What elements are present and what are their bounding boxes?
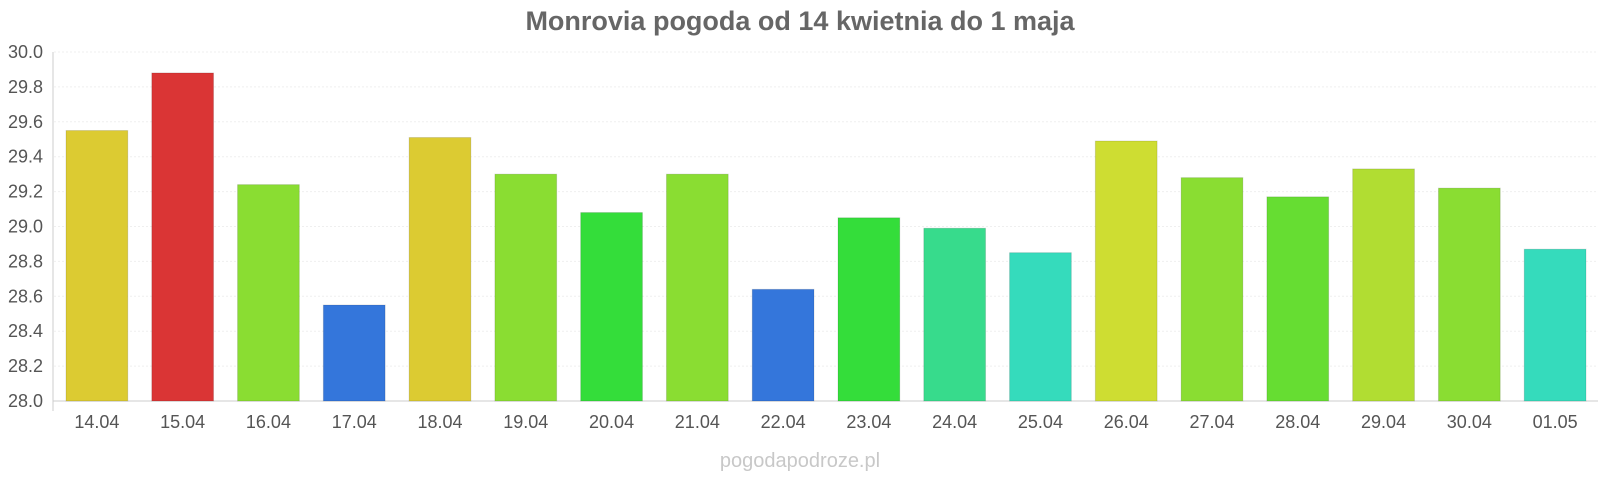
y-tick-label: 29.0 [8,217,43,237]
bar [237,184,300,402]
y-tick-label: 29.4 [8,147,43,167]
bar [580,212,643,402]
bar [1523,248,1587,402]
x-tick-labels: 14.04 15.04 16.04 17.04 18.04 19.04 20.04 21.04… [74,412,1577,432]
bar [1094,140,1158,402]
bar [751,288,815,402]
x-tick-label: 22.04 [761,412,806,432]
x-tick-label: 14.04 [74,412,119,432]
y-tick-label: 28.8 [8,251,43,271]
x-tick-label: 19.04 [503,412,548,432]
bar [408,137,472,402]
x-tick-label: 27.04 [1189,412,1234,432]
x-tick-label: 17.04 [332,412,377,432]
x-tick-label: 20.04 [589,412,634,432]
bar [494,173,558,402]
axes [52,52,1598,411]
x-tick-label: 29.04 [1361,412,1406,432]
y-tick-label: 28.6 [8,286,43,306]
bar [1266,196,1330,402]
bar [151,72,215,402]
y-tick-labels: 28.0 28.2 28.4 28.6 28.8 29.0 29.2 29.4 29.6 29.8… [8,42,43,411]
bar [322,304,386,402]
x-tick-label: 26.04 [1104,412,1149,432]
bar [837,217,901,402]
y-tick-label: 29.6 [8,112,43,132]
y-tick-label: 28.2 [8,356,43,376]
chart-title: Monrovia pogoda od 14 kwietnia do 1 maja [525,6,1075,36]
x-tick-label: 15.04 [160,412,205,432]
y-tick-label: 28.0 [8,391,43,411]
x-tick-label: 18.04 [417,412,462,432]
x-tick-label: 30.04 [1447,412,1492,432]
bar [923,227,987,402]
x-tick-label: 01.05 [1533,412,1578,432]
bar [665,173,729,402]
x-tick-label: 24.04 [932,412,977,432]
y-tick-label: 29.2 [8,182,43,202]
y-tick-label: 28.4 [8,321,43,341]
x-tick-label: 25.04 [1018,412,1063,432]
x-tick-label: 28.04 [1275,412,1320,432]
x-tick-label: 23.04 [846,412,891,432]
x-tick-label: 16.04 [246,412,291,432]
gridlines [54,51,1598,367]
x-tick-label: 21.04 [675,412,720,432]
watermark: pogodapodroze.pl [719,450,881,472]
y-tick-label: 29.8 [8,77,43,97]
bar [1180,177,1244,402]
bar [1009,252,1072,402]
bar [1437,187,1501,402]
bar [65,130,129,402]
y-tick-label: 30.0 [8,42,43,62]
bars [65,72,1587,402]
bar [1352,168,1415,402]
